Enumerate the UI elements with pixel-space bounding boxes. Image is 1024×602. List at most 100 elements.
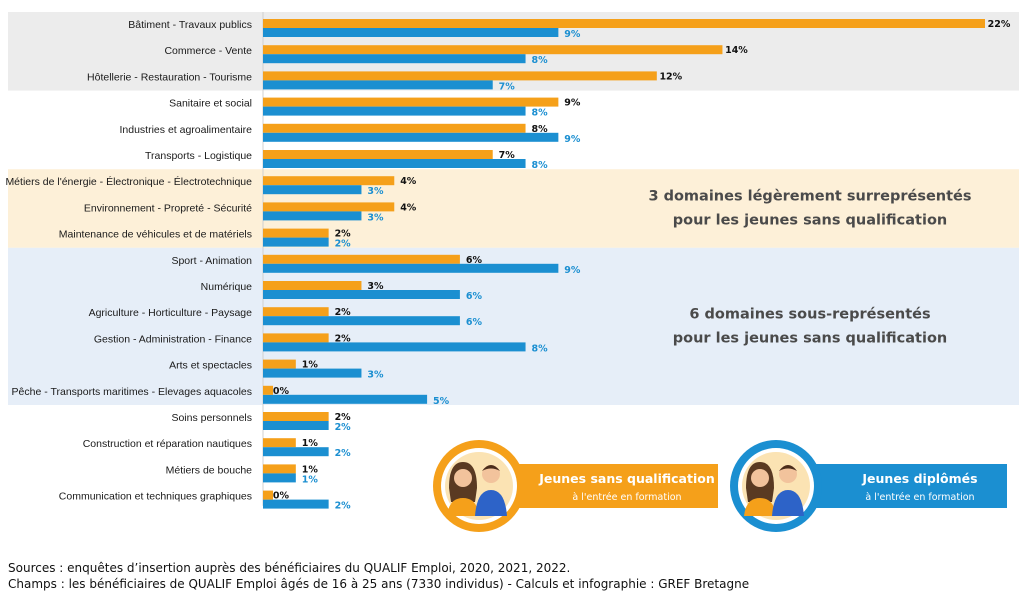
face-boy: [779, 465, 797, 483]
band-annotation: 3 domaines légèrement surreprésentés: [648, 189, 971, 205]
bar-jeunes-diplomes: [263, 447, 329, 457]
data-label-diplomes: 8%: [531, 108, 548, 119]
category-label: Agriculture - Horticulture - Paysage: [89, 307, 253, 319]
bar-jeunes-diplomes: [263, 342, 526, 352]
category-label: Pêche - Transports maritimes - Elevages …: [12, 386, 252, 398]
bar-jeunes-sans-qualification: [263, 281, 362, 290]
data-label-sans-qualification: 2%: [335, 333, 352, 344]
data-label-sans-qualification: 4%: [400, 202, 417, 213]
data-label-sans-qualification: 4%: [400, 176, 417, 187]
bar-jeunes-sans-qualification: [263, 228, 329, 238]
legend-avatar: [730, 440, 822, 532]
data-label-sans-qualification: 9%: [564, 98, 581, 109]
bar-jeunes-sans-qualification: [263, 71, 657, 81]
data-label-diplomes: 8%: [531, 343, 548, 354]
bar-jeunes-diplomes: [263, 106, 526, 116]
bar-jeunes-diplomes: [263, 316, 460, 326]
bar-jeunes-sans-qualification-stub: [263, 385, 273, 395]
data-label-diplomes: 6%: [466, 291, 483, 302]
face-boy: [482, 465, 500, 483]
bar-jeunes-sans-qualification: [263, 359, 296, 369]
data-label-sans-qualification: 0%: [273, 386, 290, 397]
data-label-sans-qualification: 0%: [273, 491, 290, 502]
face-girl: [454, 469, 472, 487]
bar-jeunes-diplomes: [263, 132, 559, 142]
legend-label-box: [797, 464, 1007, 508]
band-annotation: pour les jeunes sans qualification: [673, 213, 947, 229]
data-label-sans-qualification: 2%: [335, 229, 352, 240]
bar-chart: 3 domaines légèrement surreprésentés pour…: [5, 12, 1019, 532]
category-label: Commerce - Vente: [164, 45, 252, 57]
data-label-diplomes: 2%: [335, 448, 352, 459]
body-boy: [475, 490, 507, 516]
data-label-diplomes: 9%: [564, 134, 581, 145]
data-label-sans-qualification: 14%: [725, 45, 748, 56]
legend-label-box: [500, 464, 718, 508]
data-label-diplomes: 9%: [564, 29, 581, 40]
data-label-diplomes: 7%: [499, 81, 516, 92]
data-label-diplomes: 9%: [564, 265, 581, 276]
band-background: [8, 247, 1019, 405]
category-label: Soins personnels: [171, 412, 252, 424]
category-label: Arts et spectacles: [169, 360, 252, 372]
data-label-sans-qualification: 1%: [302, 438, 319, 449]
bar-jeunes-diplomes: [263, 237, 329, 247]
bar-jeunes-diplomes: [263, 159, 526, 168]
data-label-sans-qualification: 2%: [335, 412, 352, 423]
category-label: Industries et agroalimentaire: [120, 124, 253, 136]
bar-jeunes-sans-qualification: [263, 123, 526, 133]
bar-jeunes-diplomes: [263, 211, 362, 221]
data-label-diplomes: 3%: [367, 212, 384, 223]
bar-jeunes-sans-qualification: [263, 254, 460, 264]
sources-line: Sources : enquêtes d’insertion auprès de…: [8, 561, 571, 575]
bar-jeunes-sans-qualification: [263, 19, 985, 28]
data-label-sans-qualification: 22%: [988, 19, 1011, 30]
bar-jeunes-diplomes: [263, 473, 296, 483]
bar-jeunes-sans-qualification: [263, 45, 723, 55]
bar-jeunes-sans-qualification: [263, 412, 329, 421]
category-label: Maintenance de véhicules et de matériels: [59, 229, 252, 241]
data-label-diplomes: 3%: [367, 370, 384, 381]
data-label-diplomes: 3%: [367, 186, 384, 197]
bar-jeunes-sans-qualification: [263, 97, 559, 107]
category-label: Numérique: [201, 281, 253, 293]
data-label-diplomes: 1%: [302, 474, 319, 485]
bar-jeunes-diplomes: [263, 290, 460, 299]
data-label-diplomes: 6%: [466, 317, 483, 328]
category-label: Bâtiment - Travaux publics: [128, 19, 252, 31]
data-label-diplomes: 2%: [335, 422, 352, 433]
bar-jeunes-sans-qualification-stub: [263, 490, 273, 500]
data-label-sans-qualification: 7%: [499, 150, 516, 161]
data-label-sans-qualification: 2%: [335, 307, 352, 318]
legend-series-subtitle: à l'entrée en formation: [572, 492, 681, 503]
bar-jeunes-diplomes: [263, 499, 329, 509]
category-label: Sanitaire et social: [169, 98, 252, 110]
category-label: Hôtellerie - Restauration - Tourisme: [87, 71, 252, 83]
data-label-diplomes: 8%: [531, 160, 548, 171]
category-label: Gestion - Administration - Finance: [94, 333, 252, 345]
data-label-sans-qualification: 1%: [302, 464, 319, 475]
data-label-sans-qualification: 1%: [302, 360, 319, 371]
data-label-sans-qualification: 8%: [531, 124, 548, 135]
data-label-sans-qualification: 12%: [659, 71, 682, 82]
band-background: [8, 169, 1019, 248]
bar-jeunes-sans-qualification: [263, 464, 296, 474]
legend-series-name: Jeunes sans qualification: [538, 471, 714, 486]
face-girl: [751, 469, 769, 487]
body-girl: [447, 498, 479, 516]
bar-jeunes-diplomes: [263, 185, 362, 195]
bar-jeunes-diplomes: [263, 80, 493, 90]
hair-boy: [482, 465, 500, 471]
bar-jeunes-sans-qualification: [263, 333, 329, 343]
data-label-sans-qualification: 6%: [466, 255, 483, 266]
category-label: Métiers de l'énergie - Électronique - Él…: [5, 175, 252, 188]
sources-note: Sources : enquêtes d’insertion auprès de…: [8, 560, 749, 592]
bar-jeunes-diplomes: [263, 54, 526, 64]
data-label-diplomes: 5%: [433, 396, 450, 407]
bar-jeunes-diplomes: [263, 28, 559, 37]
category-label: Environnement - Propreté - Sécurité: [84, 202, 252, 214]
category-label: Transports - Logistique: [145, 150, 252, 162]
band-annotation: pour les jeunes sans qualification: [673, 330, 947, 346]
bar-jeunes-diplomes: [263, 394, 428, 404]
category-label: Communication et techniques graphiques: [59, 491, 252, 503]
